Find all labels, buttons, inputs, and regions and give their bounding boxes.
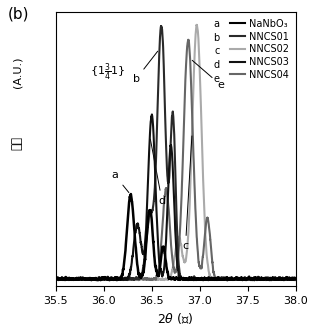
Text: 强度: 强度 — [11, 137, 24, 151]
X-axis label: 2$\theta$ (度): 2$\theta$ (度) — [158, 311, 194, 326]
Text: (b): (b) — [8, 7, 29, 22]
Legend: NaNbO₃, NNCS01, NNCS02, NNCS03, NNCS04: NaNbO₃, NNCS01, NNCS02, NNCS03, NNCS04 — [228, 17, 291, 82]
Text: e: e — [192, 60, 224, 90]
Text: c: c — [182, 136, 192, 251]
Text: d: d — [150, 139, 166, 206]
Text: d: d — [214, 60, 220, 70]
Text: a: a — [112, 170, 129, 192]
Text: (A.U.): (A.U.) — [12, 57, 22, 88]
Text: $\{1\frac{3}{4}1\}$: $\{1\frac{3}{4}1\}$ — [90, 62, 125, 83]
Text: c: c — [215, 46, 220, 56]
Text: a: a — [214, 19, 220, 29]
Text: b: b — [133, 51, 158, 84]
Text: e: e — [214, 74, 220, 84]
Text: b: b — [214, 33, 220, 43]
